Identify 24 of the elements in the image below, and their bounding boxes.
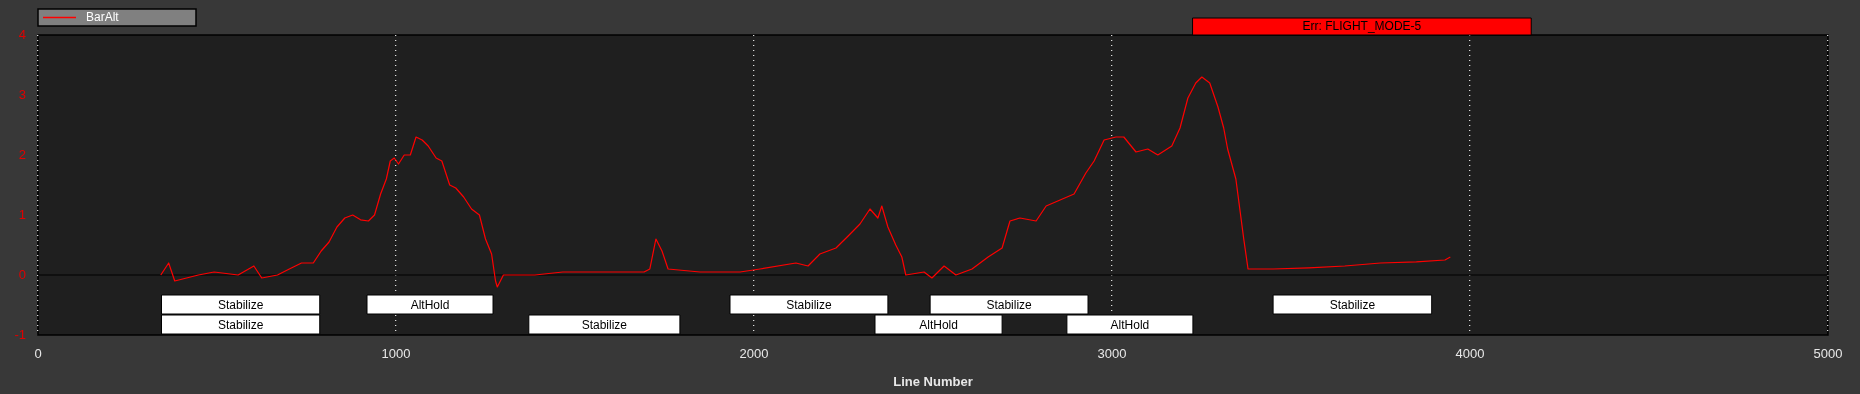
y-tick-label: -1 — [14, 326, 26, 342]
band-label: Stabilize — [581, 317, 628, 332]
band-label: AltHold — [1110, 317, 1150, 332]
x-axis-title: Line Number — [893, 373, 973, 389]
y-tick-label: 1 — [18, 206, 26, 222]
x-tick-label: 1000 — [381, 346, 411, 362]
band-label: Stabilize — [217, 317, 264, 332]
band-label: AltHold — [919, 317, 958, 332]
x-tick-label: 4000 — [1455, 346, 1485, 362]
band-label: Stabilize — [1329, 297, 1376, 312]
x-tick-label: 2000 — [739, 346, 769, 362]
band-label: AltHold — [410, 297, 450, 312]
legend-label: BarAlt — [86, 10, 120, 25]
x-tick-label: 0 — [34, 346, 42, 362]
x-tick-label: 5000 — [1813, 346, 1843, 362]
y-tick-label: 4 — [18, 26, 26, 42]
band-label: Stabilize — [986, 297, 1033, 312]
y-tick-label: 3 — [18, 86, 26, 102]
x-tick-label: 3000 — [1097, 346, 1127, 362]
y-tick-label: 2 — [18, 146, 26, 162]
y-tick-label: 0 — [18, 266, 26, 282]
text: Err: FLIGHT_MODE-5 — [1302, 19, 1422, 34]
band-label: Stabilize — [786, 297, 832, 312]
band-label: Stabilize — [217, 297, 264, 312]
